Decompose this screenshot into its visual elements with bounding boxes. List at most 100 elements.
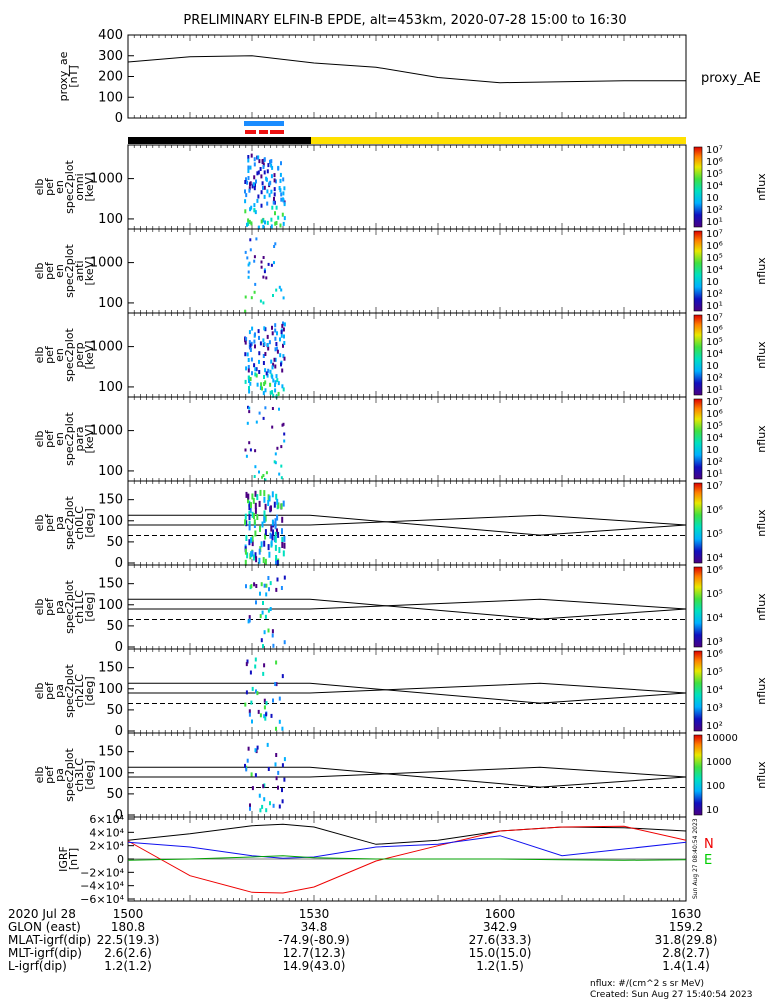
panel-pa_ch2-cell: [282, 674, 284, 678]
panel-pa_ch0-cell: [250, 502, 252, 508]
panel-pa_ch3-cell: [282, 799, 284, 803]
panel-pa_ch0-cell: [255, 491, 257, 497]
panel-en_omni-cell: [269, 193, 271, 197]
panel-en_perp-cell: [283, 341, 285, 345]
panel-pa_ch3-ytick: 100: [98, 766, 123, 781]
panel-pa_ch2-ylabel: [deg]: [83, 676, 96, 705]
panel-en_omni-cell: [244, 180, 246, 184]
row-label-mlt: MLT-igrf(dip): [8, 946, 82, 960]
panel-pa_ch2-cell: [252, 687, 254, 691]
panel-pa_ch3-ytick: 150: [98, 745, 123, 760]
panel-en_anti-cell: [283, 296, 285, 299]
panel-en_omni-cell: [264, 186, 266, 190]
panel-pa_ch0-cell: [260, 490, 262, 496]
panel-en_anti-cell: [275, 289, 277, 292]
panel-en_perp-cell: [263, 382, 265, 386]
panel-en_perp-cell: [274, 358, 276, 362]
panel-pa_ch1-ytick: 100: [98, 598, 123, 613]
panel-pa_ch2-cell: [279, 720, 281, 724]
panel-en_para-cell: [275, 452, 277, 455]
panel-en_omni-cell: [244, 189, 246, 193]
panel-en_perp-cell: [272, 365, 274, 369]
panel-en_para-cell: [245, 449, 247, 452]
panel-pa_ch1-cell: [268, 609, 270, 613]
panel-en_perp-cell: [253, 363, 255, 367]
panel-en_perp-cell: [269, 383, 271, 387]
panel-pa_ch1-cell: [272, 634, 274, 638]
panel-en_omni-cell: [262, 159, 264, 163]
panel-pa_ch0-cell: [269, 496, 271, 502]
panel-en_perp-cell: [281, 334, 283, 338]
panel-pa_ch1-colorbar-tick: 10⁴: [706, 613, 723, 624]
panel-en_perp-cell: [276, 374, 278, 378]
panel-en_anti-cell: [265, 276, 267, 279]
panel-pa_ch3-cell: [267, 743, 269, 747]
panel-pa_ch3-cell: [273, 804, 275, 808]
panel-en_para-cell: [280, 445, 282, 448]
panel-en_anti-cell: [271, 264, 273, 267]
panel-en_omni-cell: [271, 206, 273, 210]
panel-en_perp-cell: [258, 360, 260, 364]
panel-igrf-ytick: 6×10⁴: [89, 813, 124, 826]
panel-pa_ch1-ytick: 150: [98, 577, 123, 592]
panel-en_anti-cell: [254, 255, 256, 258]
panel-en_para-colorbar-tick: 10¹: [706, 469, 723, 480]
panel-en_perp-cell: [267, 343, 269, 347]
panel-igrf-ylabel: [nT]: [67, 848, 80, 870]
panel-en_para-cell: [274, 460, 276, 463]
panel-en_para-ytick: 1000: [90, 424, 123, 439]
panel-en_omni-colorbar: [694, 147, 702, 227]
panel-pa_ch3-cell: [248, 747, 250, 751]
panel-en_omni-colorbar-tick: 10⁳: [706, 193, 719, 204]
panel-en_para-cell: [248, 441, 250, 444]
panel-pa_ch2-colorbar: [694, 651, 702, 731]
panel-pa_ch2-colorbar-tick: 10³: [706, 703, 723, 714]
panel-pa_ch0-ytick: 150: [98, 493, 123, 508]
panel-en_omni-colorbar-label: nflux: [755, 173, 768, 201]
panel-en_anti-cell: [273, 245, 275, 248]
panel-en_omni-cell: [254, 162, 256, 166]
panel-pa_ch0-cell: [283, 501, 285, 507]
panel-en_anti-colorbar-tick: 10⁴: [706, 265, 723, 276]
panel-pa_ch3-ylabel: [deg]: [83, 760, 96, 789]
panel-pa_ch0-cell: [263, 541, 265, 547]
panel-pa_ch3-cell: [275, 753, 277, 757]
panel-en_para-colorbar-tick: 10⁳: [706, 445, 719, 456]
panel-en_omni-cell: [244, 199, 246, 203]
panel-pa_ch1-ytick: 50: [106, 619, 123, 634]
panel-en_para-colorbar-label: nflux: [755, 425, 768, 453]
panel-pa_ch1-cell: [265, 584, 267, 588]
panel-pa_ch2-ytick: 100: [98, 682, 123, 697]
panel-en_anti-cell: [263, 256, 265, 259]
panel-pa_ch0-cell: [255, 556, 257, 562]
panel-en_para-colorbar-tick: 10⁶: [706, 409, 723, 420]
panel-en_omni-cell: [256, 171, 258, 175]
panel-en_perp-cell: [274, 365, 276, 369]
panel-en_omni-cell: [274, 192, 276, 196]
panel-en_omni-cell: [276, 206, 278, 210]
panel-pa_ch2-cell: [251, 720, 253, 724]
panel-en_omni-cell: [245, 193, 247, 197]
panel-pa_ch0-cell: [283, 536, 285, 542]
panel-pa_ch0-cell: [254, 531, 256, 537]
panel-en_para-colorbar: [694, 399, 702, 479]
panel-en_perp-cell: [248, 390, 250, 394]
panel-en_anti-cell: [249, 238, 251, 241]
panel-en_perp-cell: [254, 372, 256, 376]
panel-en_omni-colorbar-tick: 10⁴: [706, 181, 723, 192]
panel-pa_ch0-cell: [284, 543, 286, 549]
panel-en_omni-frame: [128, 145, 686, 229]
panel-pa_ch1-cell: [267, 576, 269, 580]
panel-pa_ch0-cell: [270, 526, 272, 532]
figure-title: PRELIMINARY ELFIN-B EPDE, alt=453km, 202…: [183, 13, 626, 28]
panel-en_omni-cell: [270, 190, 272, 194]
panel-pa_ch3-cell: [282, 763, 284, 767]
mlat-1500: 22.5(19.3): [97, 933, 160, 947]
panel-en_omni-cell: [264, 195, 266, 199]
panel-en_perp-cell: [284, 357, 286, 361]
panel-en_perp-cell: [258, 370, 260, 374]
panel-en_perp-cell: [281, 324, 283, 328]
panel-en_perp-cell: [278, 392, 280, 396]
panel-pa_ch1-cell: [262, 601, 264, 605]
panel-en_omni-colorbar-tick: 10⁷: [706, 145, 723, 156]
